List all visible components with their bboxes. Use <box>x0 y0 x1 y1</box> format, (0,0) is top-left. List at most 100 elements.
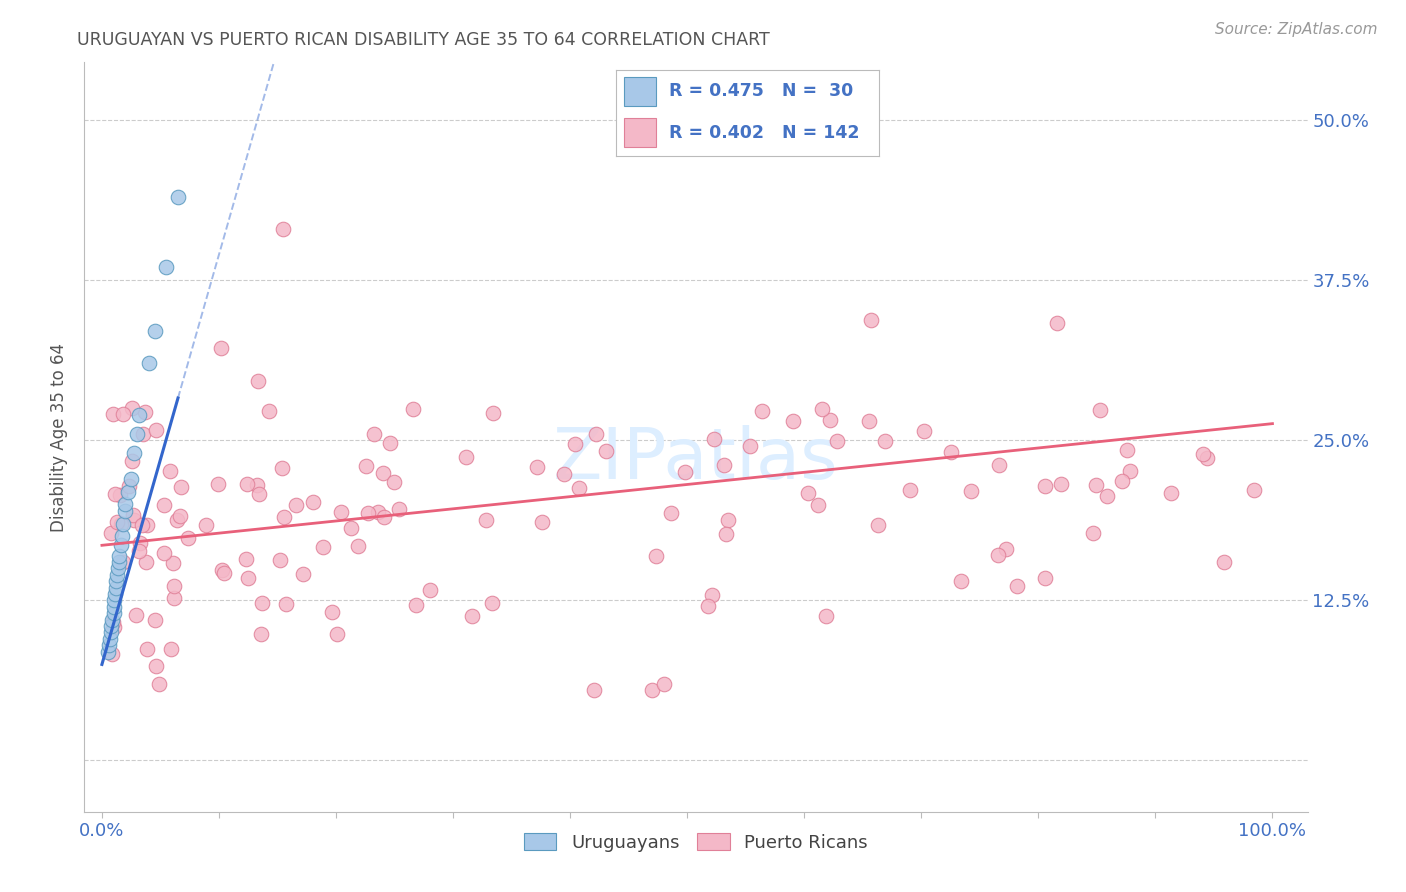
Point <box>166 513 188 527</box>
Point <box>214 566 236 580</box>
Point <box>321 605 343 619</box>
Point <box>128 408 150 422</box>
Point <box>118 479 141 493</box>
Point <box>912 424 935 438</box>
Point <box>738 439 761 453</box>
Point <box>595 444 617 458</box>
Point <box>474 513 496 527</box>
Point <box>1111 474 1133 488</box>
Point <box>122 446 145 460</box>
Point <box>825 434 848 449</box>
Point <box>371 466 394 480</box>
Point <box>103 620 125 634</box>
Point <box>405 598 427 612</box>
Point <box>1085 478 1108 492</box>
Point <box>162 556 184 570</box>
Point <box>329 505 352 519</box>
Text: URUGUAYAN VS PUERTO RICAN DISABILITY AGE 35 TO 64 CORRELATION CHART: URUGUAYAN VS PUERTO RICAN DISABILITY AGE… <box>77 31 770 49</box>
Point <box>143 613 166 627</box>
Point <box>810 401 832 416</box>
Point <box>703 432 725 446</box>
Point <box>101 613 124 627</box>
Point <box>814 609 837 624</box>
Point <box>363 426 385 441</box>
Point <box>274 597 297 611</box>
Point <box>104 574 127 589</box>
Point <box>1033 571 1056 585</box>
Point <box>939 445 962 459</box>
Point <box>526 459 548 474</box>
Point <box>652 676 675 690</box>
Point <box>236 477 259 491</box>
Point <box>122 508 145 523</box>
Point <box>120 472 142 486</box>
Point <box>100 619 122 633</box>
Point <box>98 632 121 646</box>
Point <box>135 518 157 533</box>
Point <box>209 342 232 356</box>
Point <box>104 581 127 595</box>
Point <box>641 683 664 698</box>
Point <box>117 484 139 499</box>
Point <box>301 495 323 509</box>
Point <box>697 599 720 613</box>
Point <box>585 427 607 442</box>
Point <box>875 434 897 449</box>
Point <box>103 615 125 629</box>
Point <box>1160 486 1182 500</box>
Point <box>128 544 150 558</box>
Point <box>347 539 370 553</box>
Point <box>950 574 973 588</box>
Point <box>163 591 186 605</box>
Point <box>170 480 193 494</box>
Point <box>153 498 176 512</box>
Point <box>97 645 120 659</box>
Point <box>257 404 280 418</box>
Point <box>97 638 120 652</box>
Point <box>382 475 405 489</box>
Point <box>1083 526 1105 541</box>
Point <box>1046 316 1069 330</box>
Point <box>108 549 131 563</box>
Point <box>482 406 505 420</box>
Point <box>131 518 153 533</box>
Point <box>1191 447 1213 461</box>
Point <box>111 407 134 421</box>
Point <box>136 641 159 656</box>
Point <box>988 458 1011 473</box>
Point <box>110 538 132 552</box>
Point <box>751 404 773 418</box>
Point <box>1097 489 1119 503</box>
Point <box>995 542 1018 557</box>
Y-axis label: Disability Age 35 to 64: Disability Age 35 to 64 <box>51 343 69 532</box>
Point <box>105 515 128 529</box>
Point <box>782 413 804 427</box>
Point <box>702 588 724 602</box>
Point <box>717 513 740 527</box>
Point <box>153 546 176 560</box>
Point <box>138 356 160 370</box>
Point <box>128 536 150 550</box>
Point <box>1119 464 1142 478</box>
Point <box>868 517 890 532</box>
Point <box>645 549 668 564</box>
Point <box>169 509 191 524</box>
Point <box>582 683 605 698</box>
Point <box>807 499 830 513</box>
Point <box>103 593 125 607</box>
Point <box>285 498 308 512</box>
Point <box>114 504 136 518</box>
Point <box>673 465 696 479</box>
Point <box>105 567 128 582</box>
Point <box>373 509 395 524</box>
Point <box>311 541 333 555</box>
Point <box>659 506 682 520</box>
Point <box>111 516 134 531</box>
Point <box>236 571 259 585</box>
Point <box>135 555 157 569</box>
Text: Source: ZipAtlas.com: Source: ZipAtlas.com <box>1215 22 1378 37</box>
Point <box>340 521 363 535</box>
Point <box>269 553 291 567</box>
Point <box>388 501 411 516</box>
Point <box>100 625 122 640</box>
